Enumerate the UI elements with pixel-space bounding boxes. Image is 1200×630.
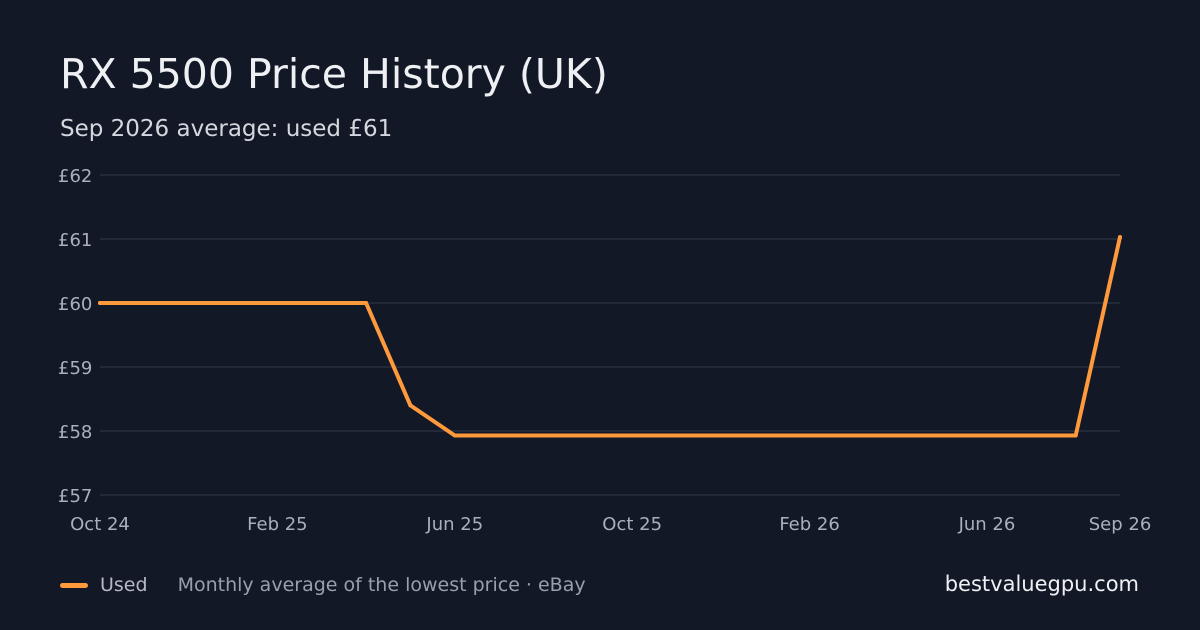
x-tick-label: Jun 25 — [425, 514, 483, 535]
data-point — [452, 433, 457, 438]
chart-subtitle: Sep 2026 average: used £61 — [60, 116, 393, 142]
chart-legend: Used Monthly average of the lowest price… — [60, 574, 586, 596]
y-tick-label: £61 — [58, 230, 92, 251]
x-tick-label: Feb 26 — [779, 514, 840, 535]
x-tick-label: Feb 25 — [247, 514, 308, 535]
source-note: Monthly average of the lowest price · eB… — [177, 574, 586, 596]
x-tick-label: Oct 25 — [602, 514, 662, 535]
series-line-used — [98, 235, 1122, 438]
x-tick-label: Sep 26 — [1089, 514, 1152, 535]
y-tick-label: £57 — [58, 486, 92, 507]
y-tick-label: £62 — [58, 166, 92, 187]
y-tick-label: £60 — [58, 294, 92, 315]
data-point — [364, 301, 369, 305]
y-tick-label: £58 — [58, 422, 92, 443]
legend-swatch-used — [60, 582, 88, 588]
data-point — [98, 301, 102, 305]
site-brand: bestvaluegpu.com — [944, 572, 1139, 596]
x-tick-label: Jun 26 — [958, 514, 1016, 535]
x-tick-label: Oct 24 — [70, 514, 130, 535]
y-tick-label: £59 — [58, 358, 92, 379]
data-point — [1118, 235, 1122, 240]
data-point — [408, 403, 413, 408]
data-point — [1073, 433, 1078, 438]
chart-title: RX 5500 Price History (UK) — [60, 50, 608, 98]
legend-label-used: Used — [100, 574, 148, 596]
